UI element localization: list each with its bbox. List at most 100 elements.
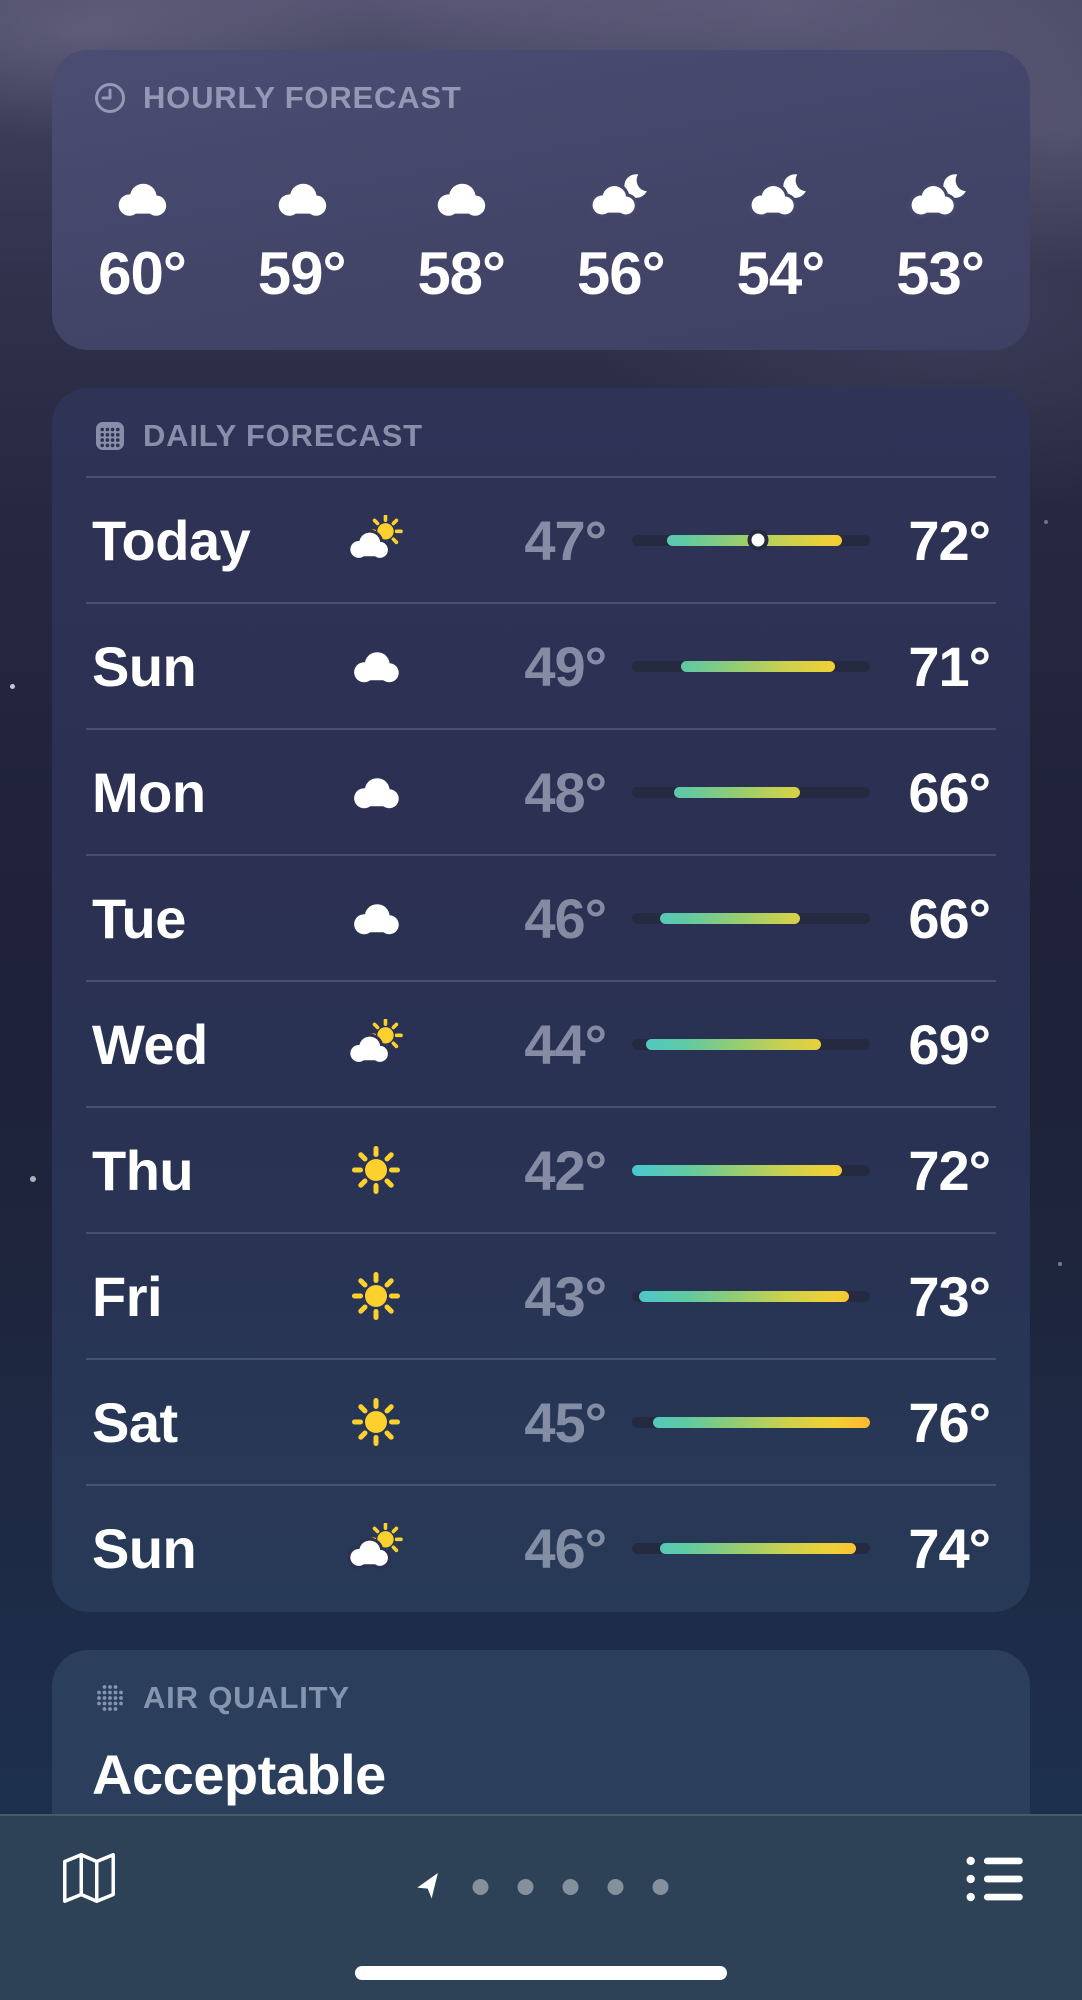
location-list-button[interactable] <box>964 1854 1026 1904</box>
hourly-forecast-title: HOURLY FORECAST <box>143 80 462 115</box>
day-label: Mon <box>92 760 206 824</box>
daily-forecast-row[interactable]: Sun 49° 71° <box>86 602 996 728</box>
low-temperature: 46° <box>524 886 607 950</box>
hourly-item: 54° <box>720 170 840 304</box>
high-temperature: 66° <box>908 760 991 824</box>
temperature-range-bar <box>632 660 870 672</box>
day-label: Sun <box>92 634 197 698</box>
high-temperature: 69° <box>908 1012 991 1076</box>
high-temperature: 76° <box>908 1390 991 1454</box>
hourly-temperature: 54° <box>736 240 826 307</box>
low-temperature: 45° <box>524 1390 607 1454</box>
map-button[interactable] <box>58 1848 120 1908</box>
low-temperature: 46° <box>524 1516 607 1580</box>
page-indicator[interactable] <box>414 1872 669 1902</box>
daily-forecast-row[interactable]: Fri 43° 73° <box>86 1232 996 1358</box>
cloud-sun-icon <box>316 1523 436 1573</box>
day-label: Thu <box>92 1138 194 1202</box>
cloud-icon <box>269 170 335 222</box>
sun-icon <box>316 1142 436 1198</box>
temperature-range-bar <box>632 1164 870 1176</box>
page-dot[interactable] <box>517 1879 534 1895</box>
day-label: Sun <box>92 1516 197 1580</box>
air-quality-icon <box>92 1680 128 1716</box>
air-quality-value: Acceptable <box>92 1743 386 1806</box>
day-label: Wed <box>92 1012 208 1076</box>
hourly-forecast-card: HOURLY FORECAST 60° 59° 58° 56° 54° 53° <box>52 50 1030 350</box>
daily-forecast-header: DAILY FORECAST <box>52 388 1030 454</box>
high-temperature: 72° <box>908 1138 991 1202</box>
hourly-temperature: 60° <box>98 240 187 307</box>
cloud-icon <box>109 170 175 222</box>
temperature-range-bar <box>632 1416 870 1428</box>
map-icon <box>58 1848 120 1908</box>
hourly-item: 59° <box>242 170 362 304</box>
temperature-range-bar <box>632 1542 870 1554</box>
sun-icon <box>316 1268 436 1324</box>
low-temperature: 43° <box>524 1264 607 1328</box>
temperature-range-bar <box>632 529 870 551</box>
daily-forecast-row[interactable]: Wed 44° 69° <box>86 980 996 1106</box>
hourly-item: 60° <box>82 170 202 304</box>
temperature-range-bar <box>632 912 870 924</box>
hourly-temperature: 58° <box>417 240 506 307</box>
temperature-range-bar <box>632 1038 870 1050</box>
daily-forecast-row[interactable]: Sat 45° 76° <box>86 1358 996 1484</box>
daily-forecast-row[interactable]: Tue 46° 66° <box>86 854 996 980</box>
cloud-moon-icon <box>744 170 816 222</box>
hourly-item: 53° <box>880 170 1000 304</box>
hourly-temperature: 53° <box>896 240 985 307</box>
clock-icon <box>92 80 128 116</box>
high-temperature: 72° <box>908 508 991 572</box>
cloud-icon <box>316 896 436 940</box>
air-quality-title: AIR QUALITY <box>143 1680 350 1715</box>
low-temperature: 47° <box>524 508 607 572</box>
page-dot[interactable] <box>472 1879 489 1895</box>
daily-forecast-row[interactable]: Today 47° 72° <box>86 476 996 602</box>
page-dot[interactable] <box>607 1879 624 1895</box>
hourly-item: 56° <box>561 170 681 304</box>
daily-forecast-row[interactable]: Thu 42° 72° <box>86 1106 996 1232</box>
cloud-sun-icon <box>316 515 436 565</box>
high-temperature: 66° <box>908 886 991 950</box>
low-temperature: 48° <box>524 760 607 824</box>
daily-forecast-table: Today 47° 72° Sun 49° 71° Mon 48° 66° Tu… <box>86 476 996 1610</box>
hourly-forecast-header: HOURLY FORECAST <box>52 50 1030 116</box>
hourly-temperature: 59° <box>257 240 347 307</box>
daily-forecast-title: DAILY FORECAST <box>143 418 423 453</box>
cloud-moon-icon <box>904 170 976 222</box>
day-label: Tue <box>92 886 186 950</box>
cloud-icon <box>316 644 436 688</box>
temperature-range-bar <box>632 786 870 798</box>
cloud-icon <box>428 170 494 222</box>
current-temp-dot <box>747 529 769 551</box>
hourly-item: 58° <box>401 170 521 304</box>
day-label: Today <box>92 508 251 572</box>
daily-forecast-row[interactable]: Mon 48° 66° <box>86 728 996 854</box>
current-location-icon <box>414 1872 444 1902</box>
cloud-sun-icon <box>316 1019 436 1069</box>
daily-forecast-row[interactable]: Sun 46° 74° <box>86 1484 996 1610</box>
air-quality-header: AIR QUALITY <box>52 1650 1030 1716</box>
hourly-forecast-scroll[interactable]: 60° 59° 58° 56° 54° 53° <box>52 116 1030 304</box>
day-label: Fri <box>92 1264 163 1328</box>
home-indicator[interactable] <box>355 1966 727 1980</box>
high-temperature: 71° <box>908 634 991 698</box>
sun-icon <box>316 1394 436 1450</box>
day-label: Sat <box>92 1390 178 1454</box>
low-temperature: 49° <box>524 634 607 698</box>
list-icon <box>964 1854 1026 1904</box>
cloud-icon <box>316 770 436 814</box>
low-temperature: 44° <box>524 1012 607 1076</box>
high-temperature: 74° <box>908 1516 991 1580</box>
temperature-range-bar <box>632 1290 870 1302</box>
daily-forecast-card: DAILY FORECAST Today 47° 72° Sun 49° 71°… <box>52 388 1030 1612</box>
page-dot[interactable] <box>652 1879 669 1895</box>
bottom-toolbar <box>0 1814 1082 2000</box>
page-dot[interactable] <box>562 1879 579 1895</box>
hourly-temperature: 56° <box>576 240 666 307</box>
calendar-icon <box>92 418 128 454</box>
low-temperature: 42° <box>524 1138 607 1202</box>
high-temperature: 73° <box>908 1264 991 1328</box>
